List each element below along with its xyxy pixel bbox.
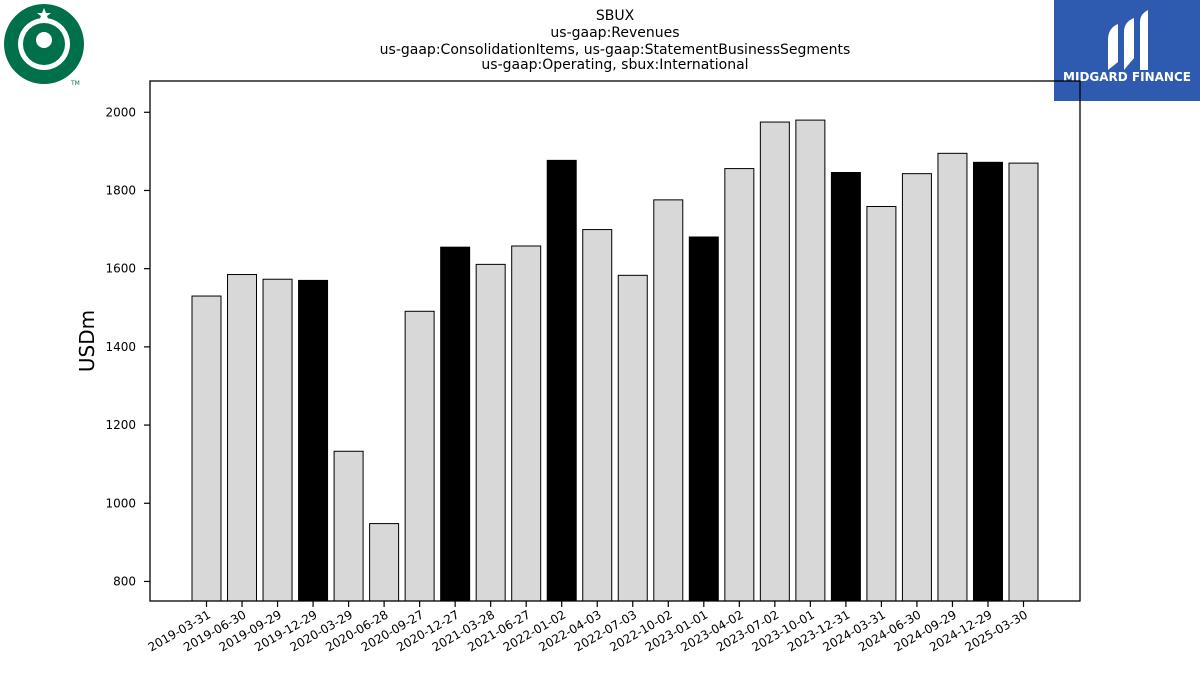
bar-2024-12-29 [972, 161, 1003, 602]
bar-2022-01-02 [546, 159, 577, 602]
y-tick-label: 800 [113, 574, 136, 588]
bar-2023-04-02 [724, 168, 755, 602]
y-tick-label: 1600 [105, 262, 136, 276]
midgard-logo-mark [1108, 10, 1148, 70]
bar-2023-12-31 [830, 171, 861, 602]
midgard-logo-text: MIDGARD FINANCE [1063, 70, 1191, 84]
bar-2024-09-29 [937, 152, 968, 602]
bar-2020-03-29 [333, 450, 364, 602]
bar-2020-12-27 [440, 246, 471, 602]
bar-2019-09-29 [262, 278, 293, 602]
title-line-2: us-gaap:Revenues [550, 25, 679, 41]
y-axis-ticks: 800 1000 1200 1400 1600 1800 2000 [105, 105, 150, 588]
y-tick-label: 1000 [105, 496, 136, 510]
bar-2019-06-30 [227, 274, 258, 602]
bar-2025-03-30 [1008, 162, 1039, 602]
midgard-finance-logo: MIDGARD FINANCE [1054, 0, 1200, 101]
plot-frame [149, 80, 1081, 602]
bar-2020-09-27 [404, 310, 435, 602]
starbucks-logo-face [36, 32, 52, 48]
y-tick-label: 2000 [105, 105, 136, 119]
title-line-4: us-gaap:Operating, sbux:International [481, 57, 748, 73]
y-tick-label: 1200 [105, 418, 136, 432]
bar-2020-06-28 [369, 523, 400, 602]
bar-2022-10-02 [653, 199, 684, 602]
bar-2019-12-29 [298, 279, 329, 602]
bar-2019-03-31 [191, 295, 222, 602]
y-tick-label: 1400 [105, 340, 136, 354]
bar-2022-07-03 [617, 274, 648, 602]
starbucks-logo-star [37, 8, 51, 21]
starbucks-logo-tm: TM [70, 80, 80, 87]
bar-2023-07-02 [759, 121, 790, 602]
starbucks-logo: TM [4, 4, 84, 87]
bar-2021-03-28 [475, 263, 506, 602]
y-tick-label: 1800 [105, 183, 136, 197]
bar-2023-01-01 [688, 236, 719, 602]
y-axis-label: USDm [75, 310, 99, 372]
title-line-1: SBUX [596, 8, 635, 24]
bars-layer [191, 119, 1039, 602]
bar-2023-10-01 [795, 119, 826, 602]
title-line-3: us-gaap:ConsolidationItems, us-gaap:Stat… [380, 42, 851, 58]
x-axis-ticks: 2019-03-312019-06-302019-09-292019-12-29… [146, 601, 1030, 654]
bar-2022-04-03 [582, 229, 613, 602]
bar-2024-06-30 [901, 173, 932, 602]
chart-title: SBUX us-gaap:Revenues us-gaap:Consolidat… [380, 8, 851, 73]
bar-2021-06-27 [511, 245, 542, 602]
bar-2024-03-31 [866, 206, 897, 602]
